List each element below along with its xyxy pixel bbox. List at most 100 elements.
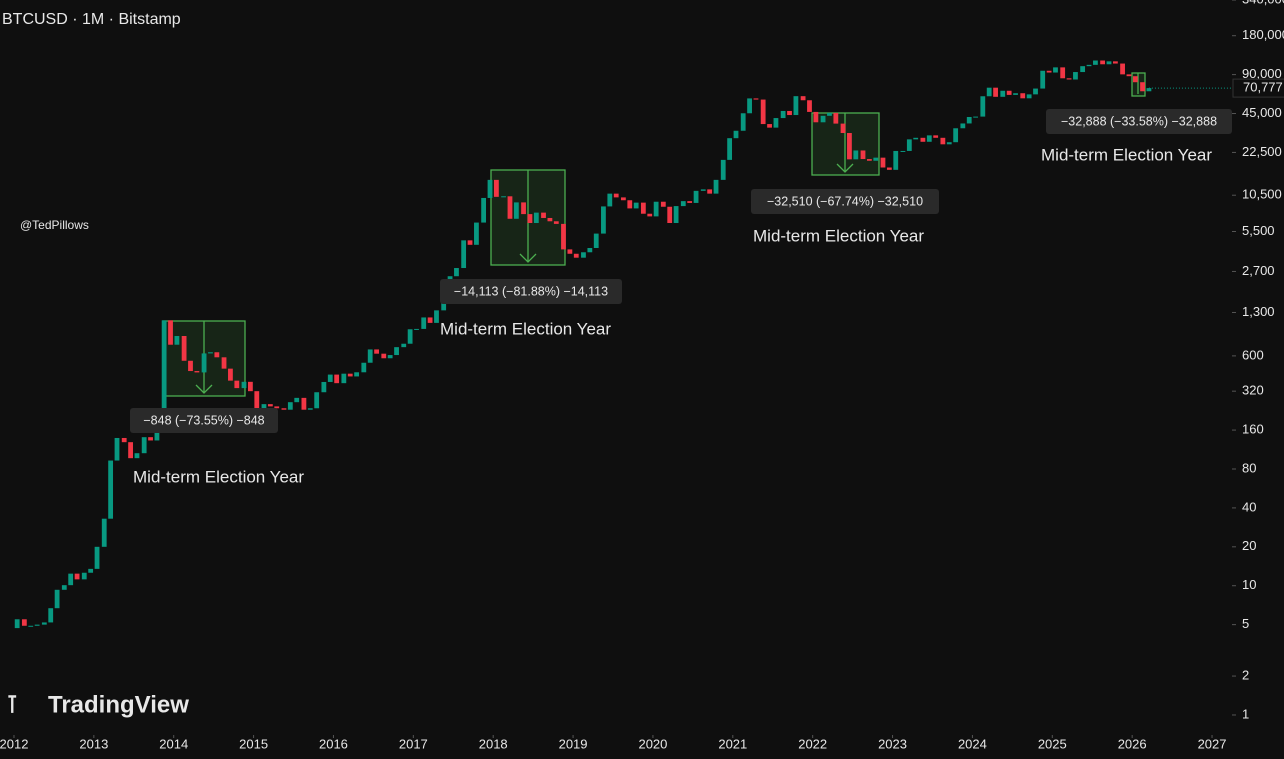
candle: [414, 328, 419, 330]
candle: [773, 118, 779, 128]
y-tick-label: 1,300: [1242, 304, 1275, 319]
candle: [1080, 66, 1086, 73]
x-tick-label: 2018: [479, 736, 508, 751]
candle: [1073, 72, 1078, 80]
candle: [341, 373, 347, 384]
x-tick-label: 2026: [1118, 736, 1147, 751]
candle: [680, 201, 686, 207]
x-tick-label: 2019: [559, 736, 588, 751]
candle: [241, 381, 247, 389]
candle: [1146, 88, 1152, 92]
candle: [421, 317, 427, 329]
candle: [1112, 61, 1118, 64]
y-tick-label: 10: [1242, 577, 1256, 592]
candle: [1013, 93, 1018, 95]
candle: [28, 625, 34, 627]
candle: [906, 139, 912, 151]
candle: [493, 179, 499, 197]
candle: [760, 99, 766, 125]
candle: [314, 392, 320, 409]
candle: [68, 573, 74, 586]
candle: [561, 223, 566, 250]
candle: [1132, 76, 1138, 83]
candle: [474, 222, 479, 245]
candle: [873, 157, 879, 161]
candle: [840, 123, 846, 134]
candle: [94, 546, 100, 569]
candle: [394, 347, 399, 356]
y-tick-label: 340,000: [1242, 0, 1284, 6]
candle: [553, 221, 559, 224]
measure-label: −14,113 (−81.88%) −14,113: [454, 284, 608, 298]
candle: [593, 233, 599, 249]
candle: [993, 87, 998, 97]
candle: [41, 622, 47, 625]
candle: [747, 98, 752, 114]
x-tick-label: 2022: [798, 736, 827, 751]
candle: [1026, 94, 1032, 99]
y-tick-label: 45,000: [1242, 105, 1282, 120]
candle: [660, 201, 666, 207]
candle: [181, 336, 187, 361]
candle: [647, 213, 653, 217]
candle: [354, 372, 360, 377]
candle: [481, 197, 487, 223]
x-tick-label: 2021: [718, 736, 747, 751]
candle: [88, 568, 94, 573]
candle: [960, 123, 966, 129]
candle: [61, 585, 67, 590]
candle: [221, 357, 227, 369]
candle: [853, 150, 859, 160]
candle: [427, 317, 433, 323]
x-tick-label: 2020: [638, 736, 667, 751]
y-tick-label: 5: [1242, 616, 1249, 631]
candle: [194, 371, 200, 373]
candle: [501, 196, 506, 198]
measure-label: −848 (−73.55%) −848: [143, 413, 264, 427]
candle: [587, 248, 593, 253]
candle: [687, 201, 693, 203]
candle: [134, 453, 140, 459]
candle: [521, 202, 526, 215]
candle: [780, 110, 786, 119]
candle: [101, 518, 107, 547]
candle: [820, 115, 826, 123]
candle: [1033, 88, 1038, 95]
candle: [294, 397, 300, 403]
logo: TradingView: [48, 691, 189, 718]
candle: [1060, 67, 1066, 79]
candle: [980, 96, 986, 117]
candle: [886, 167, 892, 170]
candle: [627, 200, 633, 209]
y-tick-label: 600: [1242, 347, 1264, 362]
candle: [727, 138, 733, 160]
x-tick-label: 2025: [1038, 736, 1067, 751]
candle: [21, 619, 27, 626]
candle: [920, 137, 926, 142]
candle: [547, 217, 553, 222]
candle: [607, 193, 613, 207]
y-tick-label: 80: [1242, 460, 1256, 475]
candle: [581, 252, 586, 258]
candle: [1046, 70, 1052, 73]
candle: [1040, 70, 1046, 89]
candle: [234, 380, 240, 389]
candle: [620, 197, 626, 201]
measure-box: [440, 279, 622, 304]
candle: [327, 374, 333, 382]
candle: [720, 159, 726, 180]
candle: [800, 96, 806, 101]
annotation-note: Mid-term Election Year: [753, 226, 924, 245]
watermark: @TedPillows: [20, 218, 89, 232]
annotations: −848 (−73.55%) −848 Mid-term Election Yea…: [130, 109, 1232, 486]
candle: [541, 212, 546, 218]
candle: [973, 116, 979, 118]
candle: [507, 196, 513, 219]
candle: [334, 374, 340, 384]
candle: [787, 110, 792, 116]
x-tick-label: 2015: [239, 736, 268, 751]
candle: [513, 202, 519, 219]
candle: [946, 142, 952, 145]
candle: [267, 404, 273, 407]
